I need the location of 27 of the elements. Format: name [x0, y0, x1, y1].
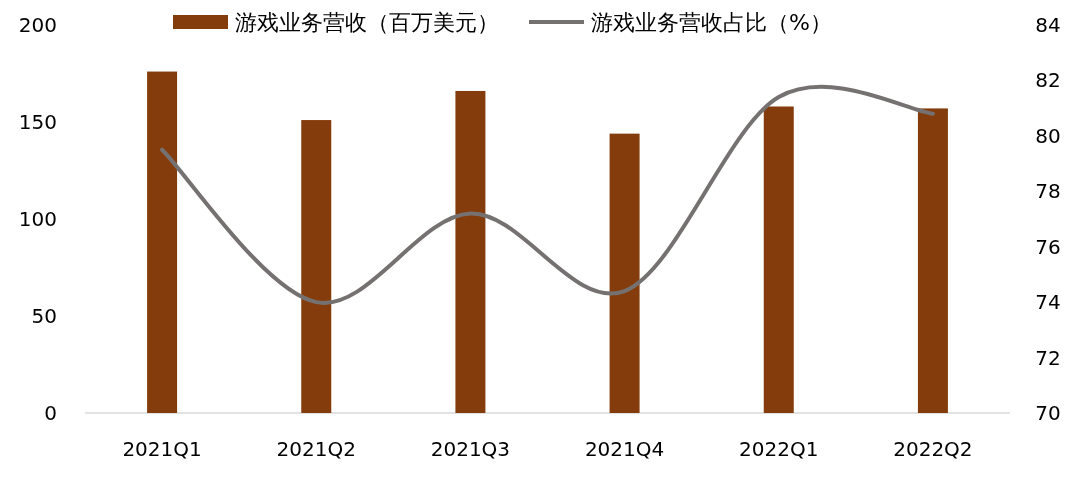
- y2-tick-label: 70: [1035, 401, 1061, 425]
- bar: [455, 90, 486, 413]
- y-tick-label: 200: [18, 13, 57, 37]
- y2-tick-label: 80: [1035, 123, 1061, 148]
- bar: [763, 106, 794, 413]
- x-tick-label: 2022Q1: [739, 437, 819, 461]
- y2-tick-label: 78: [1035, 179, 1061, 204]
- y2-tick-label: 72: [1035, 345, 1061, 370]
- bar: [609, 133, 640, 413]
- bar: [301, 120, 332, 413]
- bar: [917, 108, 948, 413]
- y-tick-label: 150: [18, 110, 57, 134]
- y2-tick-label: 82: [1035, 68, 1061, 93]
- y2-tick-label: 84: [1035, 13, 1061, 37]
- y2-tick-label: 74: [1035, 290, 1061, 315]
- y-tick-label: 0: [44, 401, 57, 425]
- y2-tick-label: 76: [1035, 234, 1061, 259]
- legend-label: 游戏业务营收（百万美元）: [235, 10, 499, 35]
- x-tick-label: 2021Q3: [430, 437, 511, 461]
- x-tick-label: 2021Q2: [276, 437, 356, 461]
- x-tick-label: 2021Q4: [584, 437, 665, 461]
- x-tick-label: 2021Q1: [122, 437, 202, 461]
- y-tick-label: 50: [31, 304, 57, 328]
- y-tick-label: 100: [18, 207, 57, 231]
- bar: [147, 71, 178, 413]
- legend-label: 游戏业务营收占比（%）: [591, 10, 832, 35]
- x-tick-label: 2022Q2: [893, 437, 973, 461]
